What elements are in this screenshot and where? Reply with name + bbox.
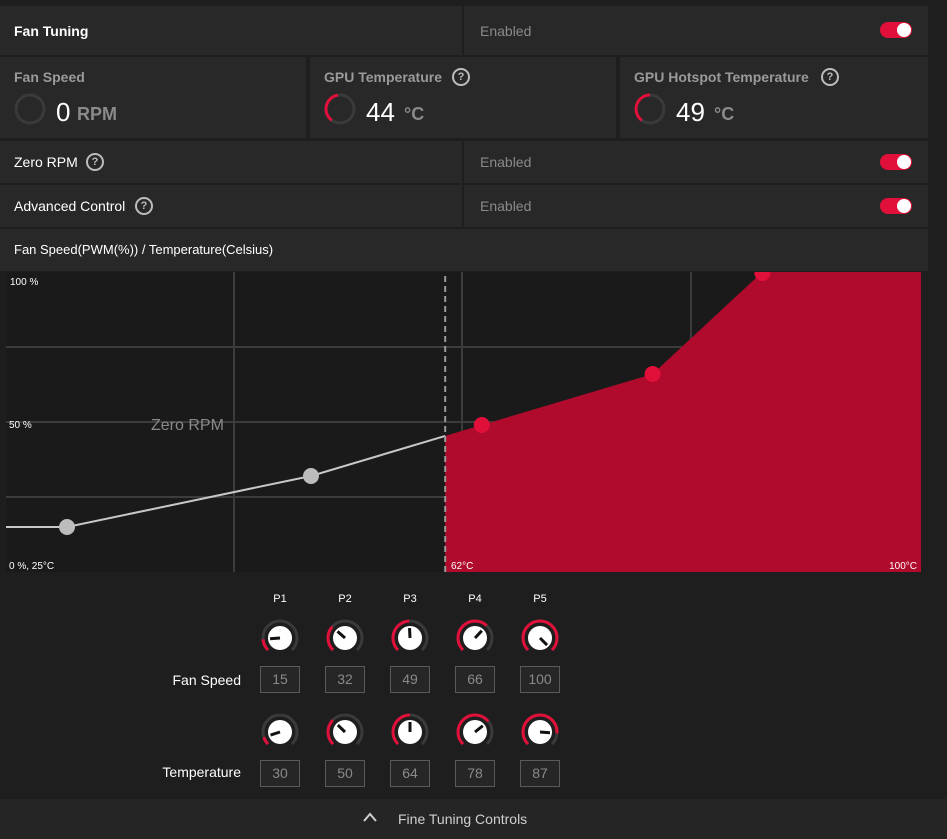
- curve-point-p4[interactable]: [644, 366, 661, 382]
- temperature-input-p3[interactable]: 64: [390, 760, 430, 787]
- y-tick-top: 100 %: [10, 277, 38, 288]
- fan-speed-input-p4[interactable]: 66: [455, 666, 495, 693]
- chart-header-title: Fan Speed(PWM(%)) / Temperature(Celsius): [14, 242, 274, 257]
- fan-speed-knob-p5[interactable]: [520, 618, 560, 658]
- fine-tuning-controls-label: Fine Tuning Controls: [398, 811, 528, 827]
- point-header-p2: P2: [338, 593, 352, 605]
- fan-speed-input-p2[interactable]: 32: [325, 666, 365, 693]
- temperature-input-p2[interactable]: 50: [325, 760, 365, 787]
- fan-speed-knob-p1[interactable]: [260, 618, 300, 658]
- fan-speed-title: Fan Speed: [14, 69, 85, 85]
- gpu-hotspot-title: GPU Hotspot Temperature: [634, 69, 809, 85]
- fan-speed-knob-p2[interactable]: [325, 618, 365, 658]
- metrics-row: Fan Speed 0 RPM GPU Temperature ? 44 °C …: [0, 57, 928, 138]
- gpu-temp-metric: GPU Temperature ? 44 °C: [310, 57, 616, 138]
- fan-speed-input-p5[interactable]: 100: [520, 666, 560, 693]
- temperature-knob-p4[interactable]: [455, 712, 495, 752]
- fan-tuning-status: Enabled: [480, 23, 532, 39]
- advanced-control-label-cell: Advanced Control ?: [0, 185, 462, 227]
- gpu-hotspot-value: 49: [676, 97, 705, 127]
- point-header-p3: P3: [403, 593, 417, 605]
- curve-point-p2[interactable]: [303, 468, 319, 484]
- temperature-knob-p5[interactable]: [520, 712, 560, 752]
- fine-tuning-controls-toggle[interactable]: Fine Tuning Controls: [0, 799, 947, 839]
- curve-point-p5[interactable]: [754, 272, 771, 281]
- inactive-curve-line: [6, 434, 446, 528]
- fan-speed-value: 0: [56, 97, 71, 127]
- chevron-up-icon: [363, 812, 377, 822]
- temperature-input-p5[interactable]: 87: [520, 760, 560, 787]
- fan-speed-unit: RPM: [77, 104, 117, 124]
- fan-tuning-title: Fan Tuning: [14, 23, 89, 39]
- x-tick-max: 100°C: [889, 561, 917, 572]
- gpu-hotspot-gauge: [634, 93, 666, 125]
- fan-speed-gauge: [14, 93, 46, 125]
- temperature-input-p4[interactable]: 78: [455, 760, 495, 787]
- zero-rpm-region-label: Zero RPM: [151, 417, 224, 434]
- temperature-knob-p3[interactable]: [390, 712, 430, 752]
- temperature-knob-p1[interactable]: [260, 712, 300, 752]
- curve-point-p1[interactable]: [59, 519, 75, 535]
- fan-speed-row-label: Fan Speed: [172, 672, 242, 688]
- gpu-temp-value: 44: [366, 97, 395, 127]
- zero-rpm-status: Enabled: [480, 154, 532, 170]
- gpu-hotspot-unit: °C: [714, 104, 735, 124]
- point-header-p5: P5: [533, 593, 547, 605]
- fan-speed-knob-p4[interactable]: [455, 618, 495, 658]
- advanced-control-row: Advanced Control ? Enabled: [0, 185, 928, 227]
- fan-tuning-status-cell: Enabled: [464, 6, 928, 55]
- zero-rpm-status-cell: Enabled: [464, 141, 928, 183]
- advanced-control-status-cell: Enabled: [464, 185, 928, 227]
- fan-tuning-toggle[interactable]: [880, 22, 912, 38]
- fan-speed-metric: Fan Speed 0 RPM: [0, 57, 306, 138]
- point-header-p1: P1: [273, 593, 287, 605]
- fan-speed-input-p1[interactable]: 15: [260, 666, 300, 693]
- zero-rpm-toggle[interactable]: [880, 154, 912, 170]
- zero-rpm-label: Zero RPM: [14, 154, 78, 170]
- fan-tuning-row: Fan Tuning Enabled: [0, 6, 928, 55]
- advanced-control-toggle[interactable]: [880, 198, 912, 214]
- gpu-temp-title: GPU Temperature: [324, 69, 442, 85]
- gpu-temp-gauge: [324, 93, 356, 125]
- fan-speed-input-p3[interactable]: 49: [390, 666, 430, 693]
- temperature-knob-p2[interactable]: [325, 712, 365, 752]
- fan-tuning-label-cell: Fan Tuning: [0, 6, 462, 55]
- chart-header-row: Fan Speed(PWM(%)) / Temperature(Celsius): [0, 229, 928, 271]
- advanced-control-help-icon[interactable]: ?: [135, 197, 153, 215]
- advanced-control-status: Enabled: [480, 198, 532, 214]
- origin-tick: 0 %, 25°C: [9, 561, 54, 572]
- advanced-control-label: Advanced Control: [14, 198, 126, 214]
- temperature-input-p1[interactable]: 30: [260, 760, 300, 787]
- curve-point-p3[interactable]: [473, 417, 490, 433]
- gpu-temp-unit: °C: [404, 104, 425, 124]
- fan-speed-knob-p3[interactable]: [390, 618, 430, 658]
- temperature-row-label: Temperature: [162, 764, 241, 780]
- y-tick-mid: 50 %: [9, 420, 32, 431]
- gpu-temp-help-icon[interactable]: ?: [452, 68, 470, 86]
- gpu-hotspot-help-icon[interactable]: ?: [821, 68, 839, 86]
- point-header-p4: P4: [468, 593, 482, 605]
- zero-rpm-row: Zero RPM ? Enabled: [0, 141, 928, 183]
- x-tick-mid: 62°C: [451, 561, 473, 572]
- zero-rpm-label-cell: Zero RPM ?: [0, 141, 462, 183]
- zero-rpm-help-icon[interactable]: ?: [86, 153, 104, 171]
- active-curve-area: [445, 272, 921, 572]
- gpu-hotspot-metric: GPU Hotspot Temperature ? 49 °C: [620, 57, 928, 138]
- fan-curve-chart[interactable]: Zero RPM 100 % 50 % 0 %, 25°C 62°C 100°C: [6, 272, 921, 572]
